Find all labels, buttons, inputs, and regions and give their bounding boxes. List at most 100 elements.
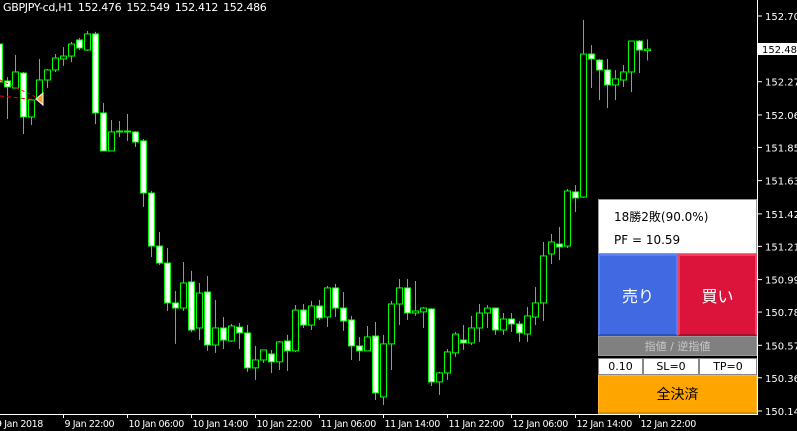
trade-history-lines <box>0 79 44 107</box>
candle-body <box>124 130 131 133</box>
candle <box>420 306 427 328</box>
candle-body <box>268 353 275 363</box>
price-tick-label: 151.635 <box>765 177 797 188</box>
candle-body <box>476 312 483 329</box>
candle <box>572 184 579 213</box>
close-value: 152.486 <box>223 1 267 14</box>
candle <box>556 227 563 260</box>
candle <box>108 120 115 152</box>
candle <box>532 287 539 326</box>
candle-body <box>460 339 467 344</box>
candle <box>260 349 267 363</box>
candle-body <box>644 48 651 52</box>
price-tick-label: 150.145 <box>765 407 797 418</box>
candle <box>548 233 555 264</box>
candle <box>644 39 651 61</box>
candle <box>268 349 275 373</box>
candle-body <box>396 287 403 305</box>
candle <box>468 315 475 345</box>
candle-body <box>532 302 539 318</box>
candle <box>20 71 27 134</box>
sell-button[interactable]: 売り <box>598 254 678 336</box>
candle <box>276 340 283 371</box>
candle <box>500 312 507 335</box>
candle <box>188 270 195 332</box>
candle-body <box>204 291 211 346</box>
candle <box>284 334 291 371</box>
time-tick-label: 11 Jan 14:00 <box>385 419 441 430</box>
candle-body <box>636 40 643 51</box>
candle-body <box>300 309 307 326</box>
candle <box>476 304 483 342</box>
sl-input[interactable]: SL=0 <box>643 358 699 375</box>
profit-factor-text: PF = 10.59 <box>614 233 681 247</box>
limit-order-button[interactable]: 指値 / 逆指値 <box>598 336 757 356</box>
candle <box>492 307 499 335</box>
high-value: 152.549 <box>126 1 170 14</box>
price-tick-label: 151.420 <box>765 210 797 221</box>
candle-body <box>116 130 123 133</box>
price-tick-label: 150.360 <box>765 374 797 385</box>
candle <box>212 299 219 353</box>
candle-body <box>356 345 363 352</box>
candles <box>0 20 651 405</box>
candle <box>100 103 107 152</box>
candle-body <box>620 71 627 81</box>
time-tick-label: 9 Jan 2018 <box>0 419 43 430</box>
candle-body <box>628 40 635 73</box>
candle-body <box>436 372 443 383</box>
candle <box>596 58 603 100</box>
candle <box>0 43 3 83</box>
candle-body <box>156 245 163 264</box>
candle-body <box>212 327 219 346</box>
candle <box>388 300 395 371</box>
candle-body <box>524 315 531 335</box>
candle <box>84 30 91 51</box>
candle <box>300 304 307 328</box>
candle-body <box>28 99 35 118</box>
candle <box>348 315 355 360</box>
candle-body <box>404 287 411 314</box>
candle-body <box>588 53 595 60</box>
time-tick-label: 9 Jan 22:00 <box>65 419 115 430</box>
candle-body <box>188 281 195 331</box>
current-price-text: 152.486 <box>762 45 797 56</box>
close-all-button[interactable]: 全決済 <box>598 375 757 414</box>
candle-body <box>60 55 67 60</box>
candle-body <box>340 307 347 322</box>
candle-body <box>260 349 267 361</box>
candle-body <box>364 336 371 352</box>
candle-body <box>316 305 323 319</box>
candle <box>628 40 635 93</box>
trade-line <box>0 95 39 101</box>
candle-body <box>500 318 507 331</box>
candle <box>324 285 331 328</box>
candle <box>60 47 67 66</box>
candle <box>244 325 251 372</box>
trade-line <box>0 79 39 99</box>
win-loss-text: 18勝2敗(90.0%) <box>614 210 709 224</box>
chart-title: GBPJPY-cd,H1 152.476 152.549 152.412 152.486 <box>3 1 271 14</box>
candle-body <box>492 307 499 331</box>
candle <box>356 336 363 361</box>
candle-body <box>20 72 27 118</box>
lot-input[interactable]: 0.10 <box>598 358 643 375</box>
candle-body <box>580 53 587 198</box>
time-tick-label: 12 Jan 14:00 <box>577 419 633 430</box>
tp-input[interactable]: TP=0 <box>699 358 757 375</box>
candle <box>340 291 347 331</box>
candle-body <box>132 131 139 143</box>
candle <box>204 276 211 351</box>
candle <box>588 45 595 89</box>
buy-button[interactable]: 買い <box>678 254 757 336</box>
candle <box>180 261 187 311</box>
candle <box>252 345 259 380</box>
candle-body <box>172 302 179 309</box>
candle <box>620 65 627 87</box>
price-tick-label: 151.210 <box>765 242 797 253</box>
candle-body <box>452 333 459 354</box>
time-tick-label: 12 Jan 06:00 <box>513 419 569 430</box>
candle-body <box>244 332 251 369</box>
candle-body <box>348 319 355 347</box>
